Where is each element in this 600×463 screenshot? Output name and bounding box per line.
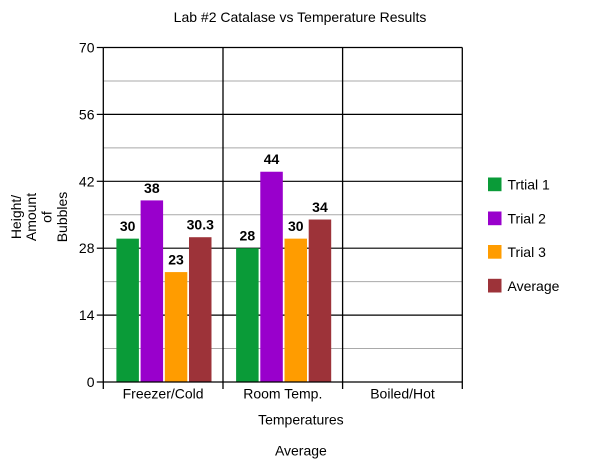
svg-text:28: 28 [240, 228, 256, 244]
svg-text:Freezer/Cold: Freezer/Cold [123, 386, 204, 402]
svg-text:Trtial 1: Trtial 1 [508, 177, 550, 193]
svg-text:Trial 2: Trial 2 [508, 211, 547, 227]
svg-text:Lab #2 Catalase vs Temperature: Lab #2 Catalase vs Temperature Results [174, 9, 427, 25]
svg-text:70: 70 [79, 40, 95, 56]
svg-text:Height/: Height/ [8, 195, 24, 239]
svg-text:0: 0 [87, 374, 95, 390]
svg-text:23: 23 [168, 252, 184, 268]
svg-text:Boiled/Hot: Boiled/Hot [370, 386, 435, 402]
svg-text:44: 44 [264, 151, 280, 167]
svg-text:38: 38 [144, 180, 160, 196]
svg-text:28: 28 [79, 240, 95, 256]
svg-text:56: 56 [79, 106, 95, 122]
svg-text:14: 14 [79, 307, 95, 323]
svg-text:Bubbles: Bubbles [54, 192, 70, 243]
svg-text:30: 30 [288, 218, 304, 234]
svg-text:Room Temp.: Room Temp. [243, 386, 322, 402]
svg-text:Average: Average [508, 278, 560, 294]
svg-text:Average: Average [275, 442, 327, 458]
svg-text:42: 42 [79, 173, 95, 189]
svg-text:34: 34 [312, 199, 328, 215]
svg-text:of: of [39, 211, 55, 223]
svg-text:Amount: Amount [23, 193, 39, 241]
svg-text:30.3: 30.3 [187, 217, 214, 233]
svg-text:Temperatures: Temperatures [258, 411, 344, 427]
svg-text:Trial 3: Trial 3 [508, 244, 547, 260]
svg-text:30: 30 [120, 218, 136, 234]
